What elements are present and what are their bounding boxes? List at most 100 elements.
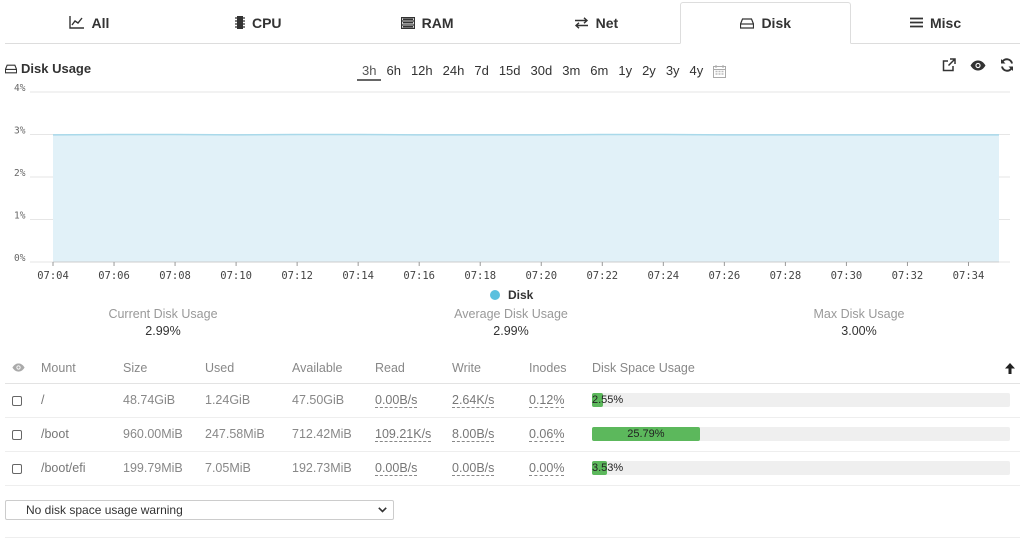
x-tick-label: 07:08 [159,270,191,282]
tab-misc[interactable]: Misc [851,2,1020,43]
range-6h[interactable]: 6h [386,63,401,78]
external-link-icon[interactable] [942,58,956,72]
x-tick-label: 07:18 [464,270,496,282]
usage-progress-label: 2.55% [592,394,624,406]
stat-average-value: 2.99% [493,324,529,338]
range-2y[interactable]: 2y [642,63,656,78]
y-tick-label: 4% [14,84,26,94]
range-1y[interactable]: 1y [618,63,633,78]
write-rate-link[interactable]: 8.00B/s [452,427,495,442]
range-15d[interactable]: 15d [498,63,521,78]
row-checkbox[interactable] [12,395,22,406]
tab-all[interactable]: All [5,2,174,43]
usage-progress-bar: 25.79% [592,427,1010,441]
tab-ram[interactable]: RAM [343,2,512,43]
cell-write: 0.00B/s [452,451,529,486]
disk-usage-chart: 0% 1% 2% 3% 4% 07:04 07:06 07:08 07:10 07:12 07:14… [14,84,1010,302]
tab-cpu[interactable]: CPU [174,2,343,43]
column-visibility-toggle[interactable] [5,353,41,384]
sort-up-arrow-icon[interactable] [1005,362,1015,374]
header-used[interactable]: Used [205,353,292,384]
range-4y[interactable]: 4y [689,63,704,78]
range-7d[interactable]: 7d [474,63,489,78]
usage-progress-label: 3.53% [592,462,624,474]
y-tick-label: 3% [14,126,26,137]
cell-available: 192.73MiB [292,451,375,486]
tab-ram-label: RAM [421,14,454,31]
header-available[interactable]: Available [292,353,375,384]
cell-read: 0.00B/s [375,451,452,486]
range-3h[interactable]: 3h [357,62,382,81]
x-tick-label: 07:28 [770,270,802,282]
eye-icon[interactable] [12,363,25,372]
row-checkbox[interactable] [12,463,22,474]
range-3m[interactable]: 3m [562,63,581,78]
header-inodes[interactable]: Inodes [529,353,592,384]
usage-progress-fill [592,461,607,475]
write-rate-link[interactable]: 2.64K/s [452,393,495,408]
tab-disk[interactable]: Disk [680,2,852,44]
read-rate-link[interactable]: 0.00B/s [375,461,418,476]
cell-disk-space-usage: 25.79% [592,417,1020,452]
memory-icon [400,16,415,29]
cell-disk-space-usage: 2.55% [592,383,1020,418]
calendar-icon[interactable] [708,62,731,81]
inodes-link[interactable]: 0.00% [529,461,565,476]
read-rate-link[interactable]: 0.00B/s [375,393,418,408]
header-write[interactable]: Write [452,353,529,384]
range-6m[interactable]: 6m [590,63,609,78]
x-tick-label: 07:22 [586,270,618,282]
range-30d[interactable]: 30d [530,63,553,78]
cell-write: 8.00B/s [452,417,529,452]
header-mount[interactable]: Mount [41,353,123,384]
x-tick-label: 07:14 [342,270,374,282]
legend-label[interactable]: Disk [508,288,534,302]
exchange-icon [574,16,588,29]
read-rate-link[interactable]: 109.21K/s [375,427,432,442]
cell-read: 0.00B/s [375,383,452,418]
range-3y[interactable]: 3y [665,63,680,78]
tab-cpu-label: CPU [251,14,282,31]
stat-max: Max Disk Usage 3.00% [749,307,969,339]
refresh-icon[interactable] [1000,58,1014,72]
time-range-selector: 3h 6h 12h 24h 7d 15d 30d 3m 6m 1y 2y 3y … [357,62,731,81]
usage-progress-bar: 3.53% [592,461,1010,475]
chevron-down-icon [378,507,387,513]
header-size[interactable]: Size [123,353,205,384]
header-disk-space-usage-label: Disk Space Usage [592,360,695,375]
tab-all-label: All [91,14,110,31]
x-tick-label: 07:30 [831,270,863,282]
disk-warning-select[interactable]: No disk space usage warning [5,500,394,520]
usage-progress-label: 25.79% [627,428,665,440]
cell-inodes: 0.12% [529,383,592,418]
tab-net[interactable]: Net [511,2,680,43]
range-12h[interactable]: 12h [410,63,433,78]
cell-inodes: 0.06% [529,417,592,452]
cell-available: 47.50GiB [292,383,375,418]
header-read[interactable]: Read [375,353,452,384]
x-tick-label: 07:16 [403,270,435,282]
cell-size: 960.00MiB [123,417,205,452]
x-tick-label: 07:10 [220,270,252,282]
range-24h[interactable]: 24h [442,63,465,78]
y-tick-label: 2% [14,168,26,179]
x-tick-label: 07:32 [892,270,924,282]
legend-marker [490,290,500,300]
cell-used: 7.05MiB [205,451,292,486]
x-tick-label: 07:04 [37,270,69,282]
cell-mount: / [41,383,123,418]
stat-max-label: Max Disk Usage [813,307,905,321]
stat-average-label: Average Disk Usage [454,307,568,321]
cell-disk-space-usage: 3.53% [592,451,1020,486]
eye-icon[interactable] [970,60,986,71]
row-checkbox-cell [5,417,41,452]
cell-size: 48.74GiB [123,383,205,418]
x-tick-label: 07:34 [953,270,985,282]
header-disk-space-usage[interactable]: Disk Space Usage [592,353,1020,384]
inodes-link[interactable]: 0.06% [529,427,565,442]
row-checkbox[interactable] [12,429,22,440]
inodes-link[interactable]: 0.12% [529,393,565,408]
write-rate-link[interactable]: 0.00B/s [452,461,495,476]
x-tick-label: 07:06 [98,270,130,282]
line-chart-icon [69,16,85,29]
